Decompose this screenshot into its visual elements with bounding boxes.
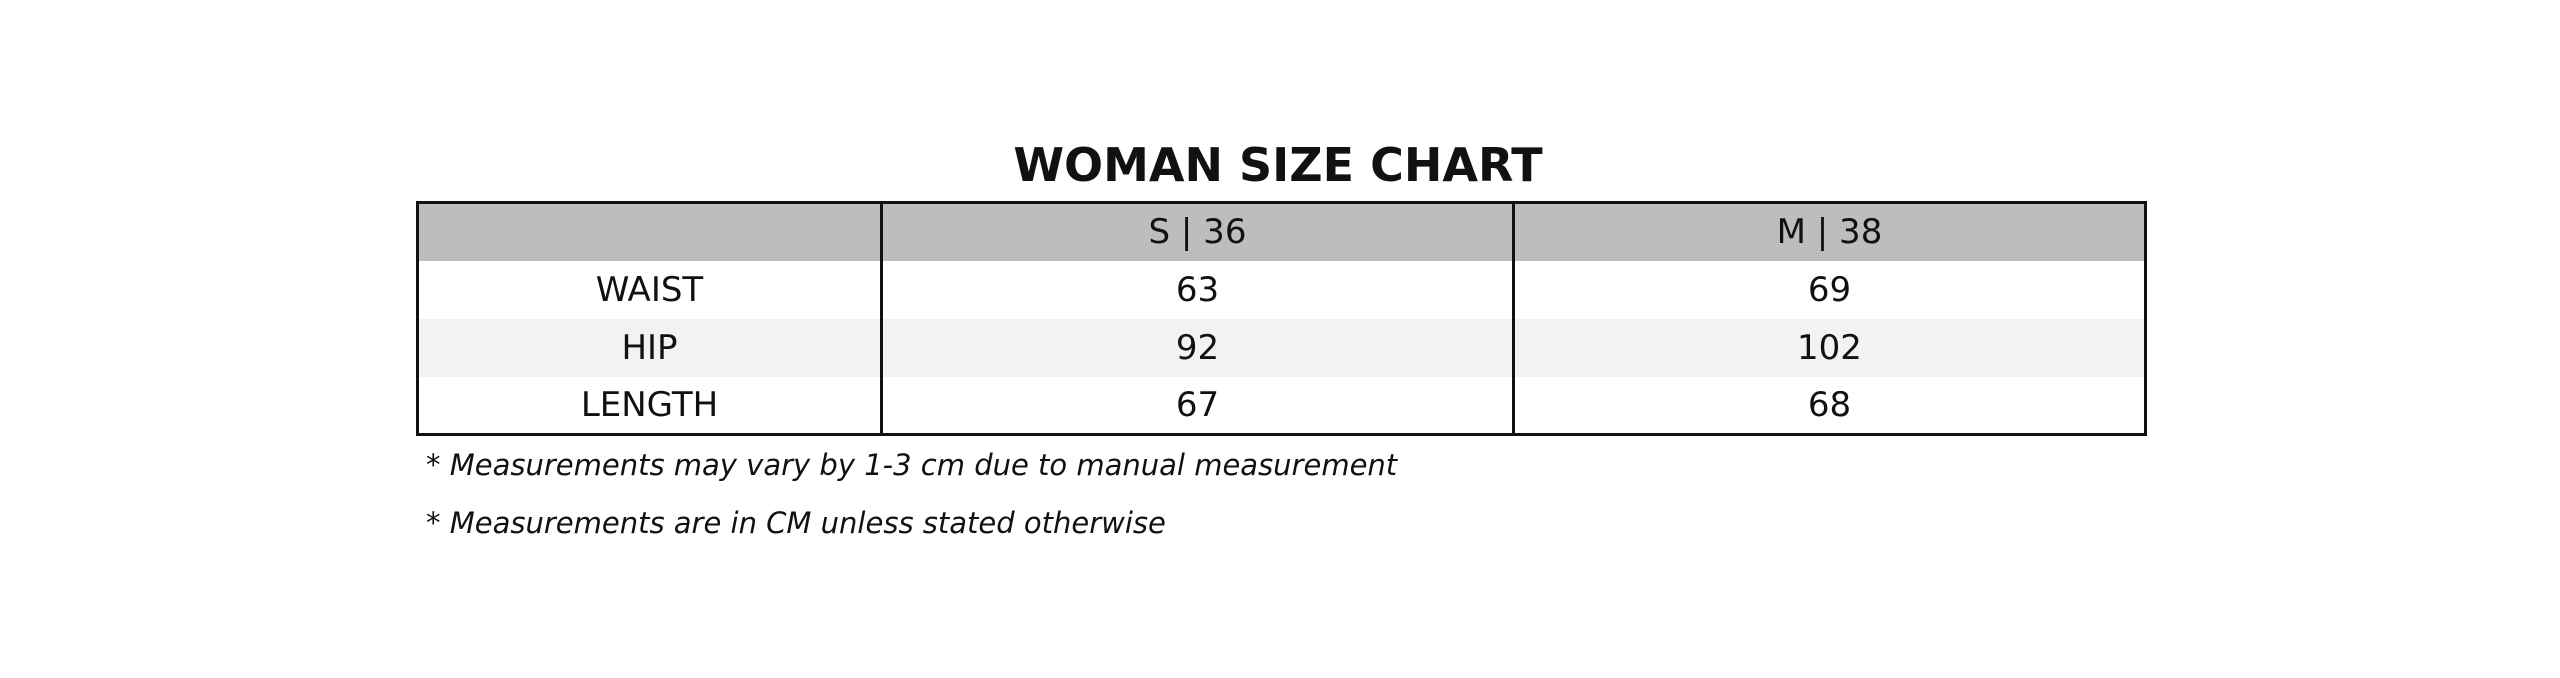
header-cell <box>418 203 882 261</box>
table-row: LENGTH 67 68 <box>418 376 2146 435</box>
table-row: HIP 92 102 <box>417 318 2146 377</box>
size-table: S | 36 M | 38 WAIST 63 69 HIP 92 102 LENGTH 67 68 <box>416 201 2147 436</box>
note: * Measurements are in CM unless stated o… <box>426 506 1166 540</box>
cell: 67 <box>880 376 1514 435</box>
header-row: S | 36 M | 38 <box>417 202 2146 261</box>
cell: 92 <box>880 318 1514 377</box>
cell: 63 <box>880 260 1514 319</box>
row-label: WAIST <box>595 269 704 310</box>
row-label: LENGTH <box>580 384 719 425</box>
header-cell: S | 36 <box>880 202 1514 261</box>
row-label: HIP <box>621 327 678 368</box>
header-cell: M | 38 <box>1512 202 2146 261</box>
cell: 102 <box>1512 318 2146 377</box>
cell: 68 <box>1512 376 2146 435</box>
cell: 69 <box>1512 260 2146 319</box>
note: * Measurements may vary by 1-3 cm due to… <box>426 448 1398 482</box>
chart-title: WOMAN SIZE CHART <box>1013 138 1543 192</box>
table-row: WAIST 63 69 <box>418 260 2146 319</box>
